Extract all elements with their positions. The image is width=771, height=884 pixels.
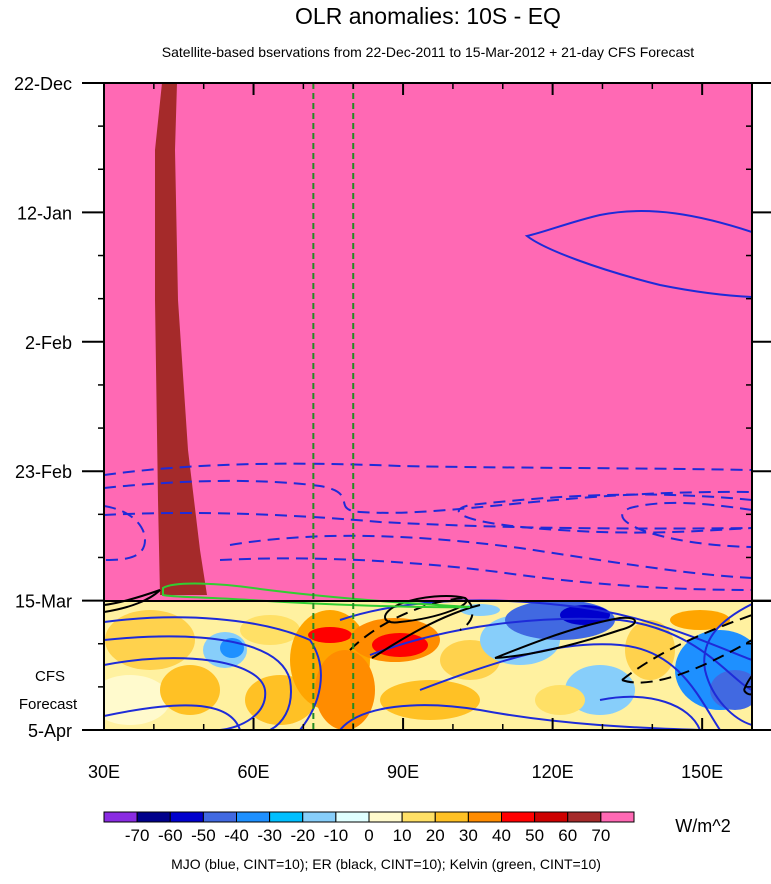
colorbar-tick-label: 0 bbox=[364, 826, 373, 845]
colorbar-swatch bbox=[302, 811, 337, 823]
colorbar-swatch bbox=[401, 811, 436, 823]
y-tick-label: 12-Jan bbox=[17, 203, 72, 223]
dark-anomaly-band bbox=[155, 83, 207, 595]
chart-title: OLR anomalies: 10S - EQ bbox=[295, 3, 561, 29]
colorbar-swatch bbox=[269, 811, 304, 823]
colorbar-tick-label: 10 bbox=[393, 826, 412, 845]
forecast-label-line1: CFS bbox=[35, 668, 65, 685]
colorbar-tick-label: -40 bbox=[224, 826, 249, 845]
y-tick-label: 22-Dec bbox=[14, 74, 72, 94]
colorbar-tick-label: 30 bbox=[459, 826, 478, 845]
colorbar-tick-label: 40 bbox=[492, 826, 511, 845]
colorbar-swatch bbox=[169, 811, 204, 823]
colorbar-swatch bbox=[534, 811, 569, 823]
y-tick-label: 23-Feb bbox=[15, 462, 72, 482]
colorbar-tick-label: -60 bbox=[158, 826, 183, 845]
colorbar-swatch bbox=[600, 811, 635, 823]
colorbar-tick-label: -70 bbox=[125, 826, 150, 845]
colorbar-tick-label: -50 bbox=[191, 826, 216, 845]
chart-subtitle: Satellite-based bservations from 22-Dec-… bbox=[162, 44, 694, 60]
colorbar-tick-label: 50 bbox=[525, 826, 544, 845]
colorbar-swatch bbox=[434, 811, 469, 823]
colorbar-swatch bbox=[567, 811, 602, 823]
x-tick-label: 60E bbox=[238, 762, 270, 782]
x-tick-label: 90E bbox=[387, 762, 419, 782]
y-tick-label: 15-Mar bbox=[15, 592, 72, 612]
y-axis: 22-Dec 12-Jan 2-Feb 23-Feb 15-Mar 5-Apr bbox=[14, 74, 771, 741]
colorbar: -70 -60 -50 -40 -30 -20 -10 0 10 20 30 40 50 60 70 bbox=[103, 811, 635, 845]
x-tick-label: 150E bbox=[681, 762, 723, 782]
colorbar-swatch bbox=[335, 811, 370, 823]
colorbar-swatch bbox=[368, 811, 403, 823]
contour-legend-footer: MJO (blue, CINT=10); ER (black, CINT=10)… bbox=[171, 856, 601, 872]
colorbar-tick-label: 70 bbox=[591, 826, 610, 845]
y-tick-label: 5-Apr bbox=[28, 721, 72, 741]
observed-field bbox=[104, 83, 752, 601]
kelvin-contours bbox=[162, 582, 471, 609]
colorbar-tick-label: -10 bbox=[324, 826, 349, 845]
colorbar-swatch bbox=[236, 811, 271, 823]
x-tick-label: 120E bbox=[532, 762, 574, 782]
colorbar-swatch bbox=[136, 811, 171, 823]
er-contours bbox=[104, 589, 752, 696]
colorbar-swatch bbox=[501, 811, 536, 823]
colorbar-units: W/m^2 bbox=[675, 816, 730, 836]
colorbar-swatch bbox=[202, 811, 237, 823]
forecast-label-line2: Forecast bbox=[19, 696, 78, 713]
colorbar-tick-label: -20 bbox=[290, 826, 315, 845]
colorbar-tick-label: 60 bbox=[558, 826, 577, 845]
y-tick-label: 2-Feb bbox=[25, 333, 72, 353]
x-axis: 30E 60E 90E 120E 150E bbox=[88, 83, 723, 782]
reference-lines bbox=[312, 83, 355, 730]
plot-frame bbox=[103, 82, 753, 731]
mjo-contours bbox=[104, 210, 752, 730]
colorbar-tick-label: -30 bbox=[257, 826, 282, 845]
colorbar-swatch bbox=[467, 811, 502, 823]
colorbar-tick-label: 20 bbox=[426, 826, 445, 845]
forecast-field bbox=[104, 600, 752, 730]
colorbar-swatch bbox=[103, 811, 138, 823]
x-tick-label: 30E bbox=[88, 762, 120, 782]
